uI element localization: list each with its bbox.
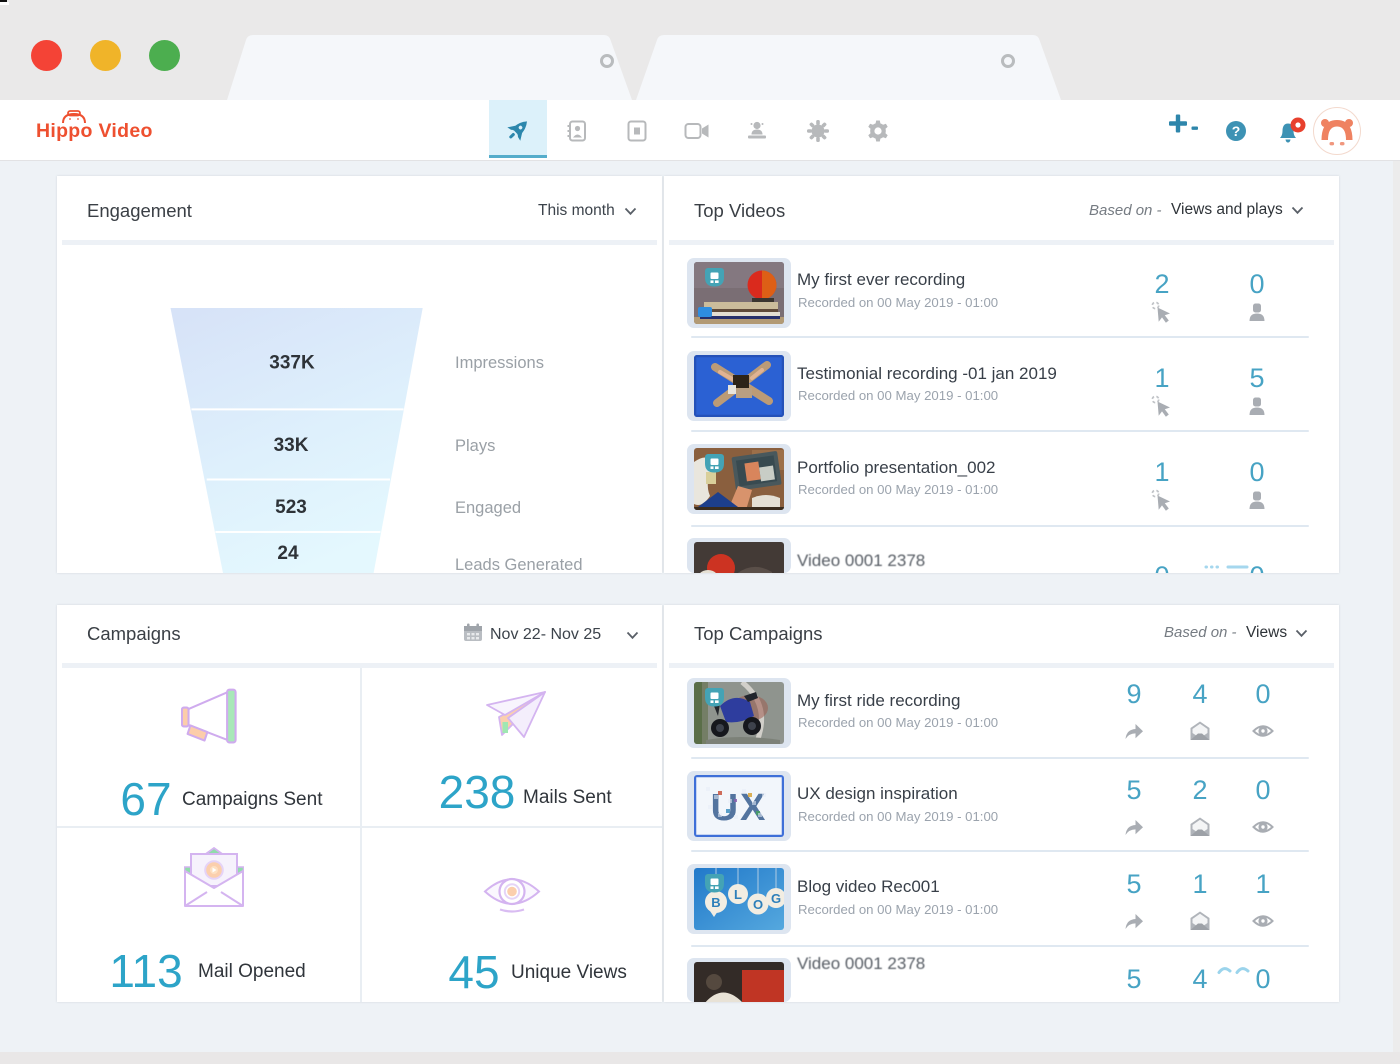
- svg-text:Impressions: Impressions: [455, 354, 544, 372]
- svg-text:?: ?: [1232, 123, 1241, 139]
- svg-text:G: G: [771, 891, 781, 906]
- svg-text:24: 24: [277, 543, 299, 564]
- svg-text:B: B: [711, 895, 720, 910]
- svg-text:33K: 33K: [274, 435, 309, 456]
- svg-text:Leads Generated: Leads Generated: [455, 556, 583, 573]
- svg-text:L: L: [734, 887, 742, 902]
- svg-text:523: 523: [275, 497, 307, 518]
- svg-text:Engaged: Engaged: [455, 499, 521, 517]
- svg-text:O: O: [753, 897, 763, 912]
- svg-text:337K: 337K: [269, 353, 315, 374]
- svg-text:Plays: Plays: [455, 437, 495, 455]
